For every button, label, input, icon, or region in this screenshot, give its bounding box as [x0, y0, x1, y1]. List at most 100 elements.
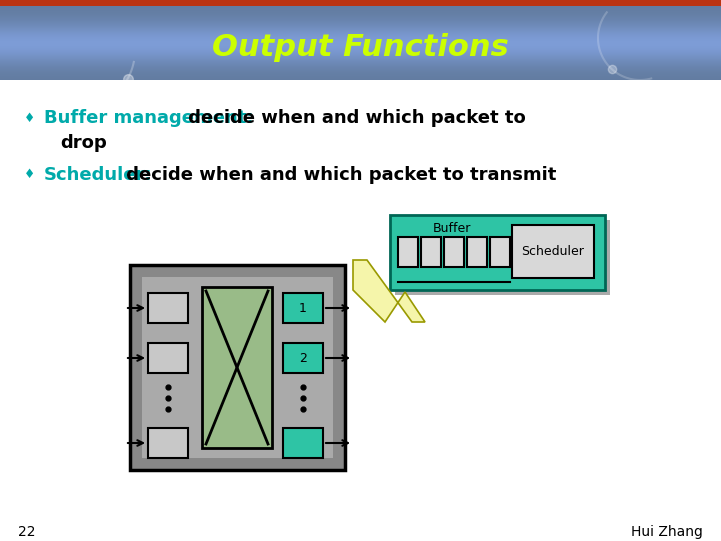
Bar: [0, 75, 721, 76]
Bar: [0, 54, 721, 55]
Bar: [0, 8, 721, 9]
Text: 2: 2: [299, 352, 307, 365]
Bar: [0, 59, 721, 60]
Bar: [390, 215, 605, 290]
Bar: [0, 71, 721, 72]
Bar: [0, 29, 721, 30]
Bar: [0, 16, 721, 17]
Bar: [0, 72, 721, 73]
Bar: [142, 277, 333, 458]
Bar: [0, 27, 721, 28]
Bar: [0, 26, 721, 27]
Bar: [0, 28, 721, 29]
Text: Output Functions: Output Functions: [212, 32, 508, 62]
Bar: [0, 22, 721, 23]
Bar: [0, 79, 721, 80]
Bar: [0, 37, 721, 38]
Bar: [0, 21, 721, 22]
Bar: [0, 9, 721, 10]
Bar: [0, 10, 721, 11]
Bar: [0, 61, 721, 62]
Bar: [0, 74, 721, 75]
Bar: [0, 55, 721, 56]
Bar: [0, 12, 721, 13]
Bar: [0, 32, 721, 33]
Text: ♦: ♦: [25, 111, 35, 124]
Bar: [0, 73, 721, 74]
Text: 1: 1: [299, 301, 307, 314]
Bar: [0, 42, 721, 43]
Bar: [0, 20, 721, 21]
Bar: [0, 70, 721, 71]
Bar: [0, 62, 721, 63]
Bar: [421, 237, 441, 267]
Bar: [0, 40, 721, 41]
Bar: [0, 45, 721, 46]
Text: decide when and which packet to transmit: decide when and which packet to transmit: [120, 166, 557, 184]
Bar: [0, 68, 721, 69]
Bar: [0, 17, 721, 18]
Bar: [0, 58, 721, 59]
Bar: [0, 36, 721, 37]
Bar: [0, 11, 721, 12]
Bar: [0, 47, 721, 48]
Text: ♦: ♦: [25, 168, 35, 181]
Bar: [148, 428, 188, 458]
Bar: [0, 19, 721, 20]
Bar: [0, 18, 721, 19]
Text: Buffer management:: Buffer management:: [44, 109, 254, 127]
Bar: [0, 77, 721, 78]
Bar: [0, 65, 721, 66]
Bar: [0, 31, 721, 32]
Bar: [0, 52, 721, 53]
Bar: [0, 44, 721, 45]
Text: Buffer: Buffer: [433, 222, 472, 235]
Text: Scheduler: Scheduler: [521, 245, 585, 258]
Bar: [0, 39, 721, 40]
Bar: [0, 60, 721, 61]
Bar: [512, 225, 594, 278]
Bar: [0, 30, 721, 31]
Bar: [0, 23, 721, 24]
Bar: [398, 237, 418, 267]
Polygon shape: [353, 260, 425, 322]
Bar: [283, 293, 323, 323]
Bar: [0, 63, 721, 64]
Bar: [0, 78, 721, 79]
Bar: [395, 220, 610, 295]
Bar: [0, 50, 721, 51]
Bar: [0, 46, 721, 47]
Bar: [0, 67, 721, 68]
Bar: [0, 57, 721, 58]
Text: drop: drop: [60, 134, 107, 152]
Bar: [202, 287, 272, 448]
Bar: [148, 343, 188, 373]
Bar: [0, 69, 721, 70]
Text: Hui Zhang: Hui Zhang: [631, 525, 703, 539]
Bar: [0, 56, 721, 57]
Bar: [0, 14, 721, 15]
Bar: [467, 237, 487, 267]
Bar: [0, 34, 721, 35]
Bar: [0, 13, 721, 14]
Bar: [0, 43, 721, 44]
Bar: [148, 293, 188, 323]
Bar: [0, 64, 721, 65]
Bar: [0, 66, 721, 67]
Bar: [0, 41, 721, 42]
Bar: [0, 49, 721, 50]
Text: decide when and which packet to: decide when and which packet to: [182, 109, 526, 127]
Bar: [0, 51, 721, 52]
Bar: [283, 428, 323, 458]
Bar: [0, 24, 721, 25]
Bar: [0, 35, 721, 36]
Bar: [0, 25, 721, 26]
Bar: [283, 343, 323, 373]
Bar: [0, 0, 721, 6]
Bar: [0, 33, 721, 34]
Text: Scheduler:: Scheduler:: [44, 166, 153, 184]
Bar: [130, 265, 345, 470]
Bar: [0, 7, 721, 8]
Bar: [490, 237, 510, 267]
Bar: [0, 48, 721, 49]
